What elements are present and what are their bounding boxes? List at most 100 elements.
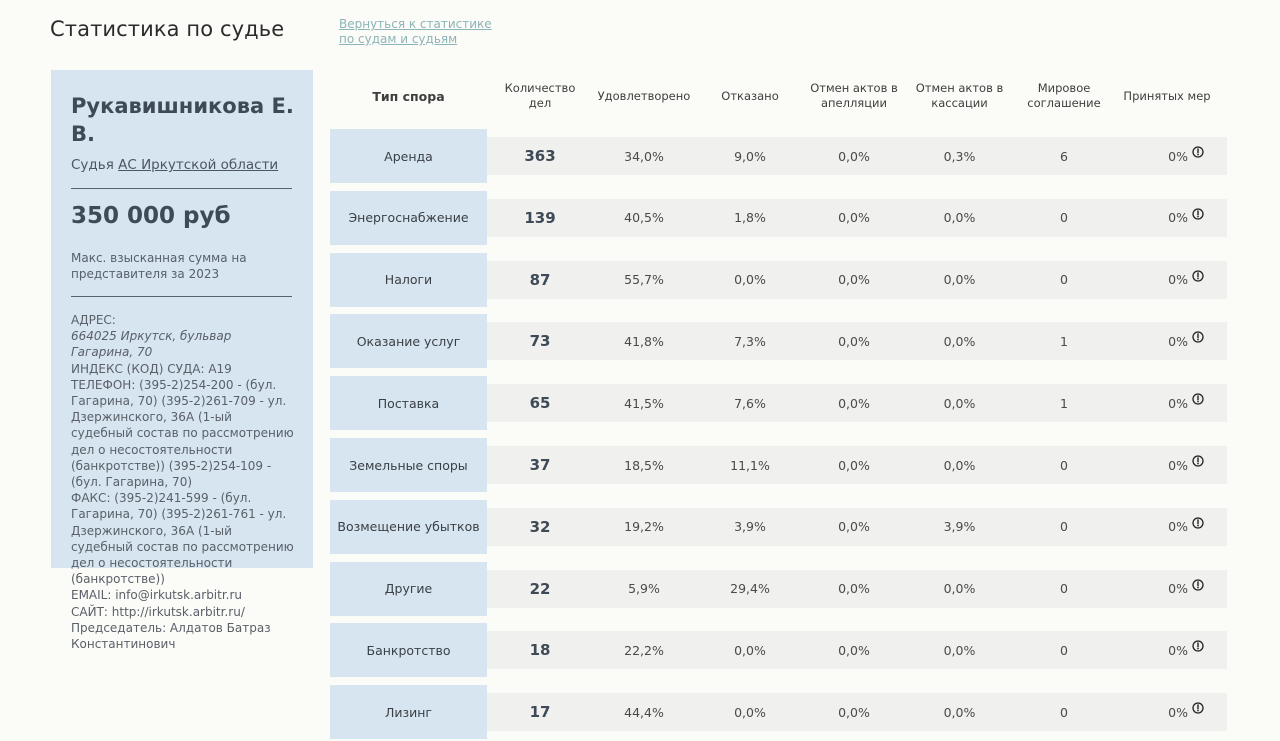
appeal-cell: 0,0% bbox=[838, 704, 870, 720]
page-title: Статистика по судье bbox=[50, 17, 285, 41]
measures-cell: 0% bbox=[1168, 148, 1188, 164]
settlement-cell: 0 bbox=[1060, 457, 1068, 473]
header-type: Тип спора bbox=[372, 88, 445, 104]
info-circle-icon[interactable] bbox=[1192, 146, 1204, 158]
appeal-cell: 0,0% bbox=[838, 395, 870, 411]
header-count: Количество дел bbox=[504, 81, 576, 110]
count-cell: 87 bbox=[529, 270, 551, 289]
table-row: Лизинг 17 44,4% 0,0% 0,0% 0,0% 0 0% bbox=[330, 685, 1230, 740]
measures-cell: 0% bbox=[1168, 704, 1188, 720]
appeal-cell: 0,0% bbox=[838, 272, 870, 288]
header-cassation: Отмен актов в кассации bbox=[915, 81, 1004, 110]
appeal-cell: 0,0% bbox=[838, 457, 870, 473]
info-circle-icon[interactable] bbox=[1192, 578, 1204, 591]
measures-cell: 0% bbox=[1168, 457, 1188, 473]
satisfied-cell: 41,5% bbox=[624, 395, 664, 411]
info-circle-icon[interactable] bbox=[1192, 702, 1204, 714]
cassation-cell: 0,0% bbox=[943, 642, 976, 658]
table-row: Другие 22 5,9% 29,4% 0,0% 0,0% 0 0% bbox=[330, 561, 1230, 616]
appeal-cell: 0,0% bbox=[838, 642, 870, 658]
info-circle-icon[interactable] bbox=[1192, 517, 1204, 529]
satisfied-cell: 44,4% bbox=[624, 704, 664, 720]
dispute-type-cell: Другие bbox=[330, 561, 487, 616]
satisfied-cell: 41,8% bbox=[624, 333, 664, 349]
info-circle-icon[interactable] bbox=[1192, 640, 1204, 653]
settlement-cell: 0 bbox=[1060, 272, 1068, 288]
dispute-type-cell: Лизинг bbox=[330, 685, 487, 740]
dispute-type-cell: Аренда bbox=[330, 129, 487, 183]
settlement-cell: 6 bbox=[1060, 148, 1068, 164]
measures-cell: 0% bbox=[1168, 519, 1188, 535]
info-circle-icon[interactable] bbox=[1192, 331, 1204, 344]
table-row: Земельные споры 37 18,5% 11,1% 0,0% 0,0% 0 0% bbox=[330, 438, 1230, 492]
table-row: Возмещение убытков 32 19,2% 3,9% 0,0% 3,9% 0 0% bbox=[330, 499, 1230, 554]
settlement-cell: 0 bbox=[1060, 210, 1068, 226]
count-cell: 32 bbox=[529, 517, 551, 536]
count-cell: 139 bbox=[524, 208, 556, 227]
phone-text: ТЕЛЕФОН: (395-2)254-200 - (бул. Гагарина… bbox=[71, 377, 294, 490]
measures-cell: 0% bbox=[1168, 333, 1188, 349]
header-appeal: Отмен актов в апелляции bbox=[810, 81, 898, 110]
dispute-type-cell: Банкротство bbox=[330, 623, 487, 678]
table-row: Энергоснабжение 139 40,5% 1,8% 0,0% 0,0% 0 0% bbox=[330, 190, 1230, 245]
info-circle-icon[interactable] bbox=[1192, 269, 1204, 282]
dispute-type-cell: Земельные споры bbox=[330, 438, 487, 492]
refused-cell: 3,9% bbox=[734, 519, 766, 535]
count-cell: 65 bbox=[529, 394, 551, 413]
refused-cell: 9,0% bbox=[734, 148, 766, 164]
satisfied-cell: 34,0% bbox=[624, 148, 664, 164]
refused-cell: 0,0% bbox=[734, 704, 766, 720]
court-index: ИНДЕКС (КОД) СУДА: А19 bbox=[71, 361, 232, 376]
appeal-cell: 0,0% bbox=[838, 210, 870, 226]
dispute-type-cell: Поставка bbox=[330, 376, 487, 431]
cassation-cell: 0,0% bbox=[943, 395, 976, 411]
chairman-text: Председатель: Алдатов Батраз Константино… bbox=[71, 620, 271, 652]
satisfied-cell: 19,2% bbox=[624, 519, 664, 535]
settlement-cell: 1 bbox=[1060, 333, 1068, 349]
table-row: Налоги 87 55,7% 0,0% 0,0% 0,0% 0 0% bbox=[330, 252, 1230, 307]
header-refused: Отказано bbox=[721, 88, 779, 103]
settlement-cell: 1 bbox=[1060, 395, 1068, 411]
judge-court: Судья АС Иркутской области bbox=[71, 157, 278, 173]
address-label: АДРЕС: bbox=[71, 313, 116, 327]
settlement-cell: 0 bbox=[1060, 704, 1068, 720]
measures-cell: 0% bbox=[1168, 210, 1188, 226]
cassation-cell: 0,3% bbox=[943, 148, 976, 164]
info-circle-icon[interactable] bbox=[1192, 455, 1204, 467]
fax-text: ФАКС: (395-2)241-599 - (бул. Гагарина, 7… bbox=[71, 491, 294, 587]
cassation-cell: 0,0% bbox=[943, 704, 976, 720]
satisfied-cell: 18,5% bbox=[624, 457, 664, 473]
header-measures: Принятых мер bbox=[1123, 88, 1211, 103]
info-circle-icon[interactable] bbox=[1192, 208, 1204, 220]
refused-cell: 29,4% bbox=[730, 581, 770, 597]
count-cell: 18 bbox=[529, 641, 551, 660]
court-contacts: АДРЕС: 664025 Иркутск, бульвар Гагарина,… bbox=[71, 312, 297, 652]
cassation-cell: 0,0% bbox=[943, 581, 976, 597]
count-cell: 37 bbox=[529, 456, 551, 474]
refused-cell: 0,0% bbox=[734, 272, 766, 288]
settlement-cell: 0 bbox=[1060, 581, 1068, 597]
satisfied-cell: 40,5% bbox=[624, 210, 664, 226]
appeal-cell: 0,0% bbox=[838, 519, 870, 535]
info-circle-icon[interactable] bbox=[1192, 393, 1204, 405]
count-cell: 73 bbox=[529, 332, 551, 351]
divider bbox=[71, 188, 292, 189]
back-to-statistics-link[interactable]: Вернуться к статистике по судам и судьям bbox=[339, 17, 492, 46]
cassation-cell: 3,9% bbox=[943, 519, 976, 535]
site-text: САЙТ: http://irkutsk.arbitr.ru/ bbox=[71, 604, 245, 619]
cassation-cell: 0,0% bbox=[943, 272, 976, 288]
count-cell: 363 bbox=[524, 147, 556, 165]
measures-cell: 0% bbox=[1168, 642, 1188, 658]
max-amount-caption: Макс. взысканная сумма на представителя … bbox=[71, 251, 247, 281]
email-text: EMAIL: info@irkutsk.arbitr.ru bbox=[71, 588, 243, 603]
table-row: Аренда 363 34,0% 9,0% 0,0% 0,3% 6 0% bbox=[330, 129, 1230, 183]
dispute-type-cell: Налоги bbox=[330, 252, 487, 307]
table-row: Поставка 65 41,5% 7,6% 0,0% 0,0% 1 0% bbox=[330, 376, 1230, 431]
court-link[interactable]: АС Иркутской области bbox=[118, 157, 279, 173]
header-satisfied: Удовлетворено bbox=[597, 88, 691, 103]
refused-cell: 0,0% bbox=[734, 642, 766, 658]
refused-cell: 11,1% bbox=[730, 457, 770, 473]
header-settlement: Мировое соглашение bbox=[1027, 81, 1101, 110]
appeal-cell: 0,0% bbox=[838, 333, 870, 349]
cassation-cell: 0,0% bbox=[943, 457, 976, 473]
